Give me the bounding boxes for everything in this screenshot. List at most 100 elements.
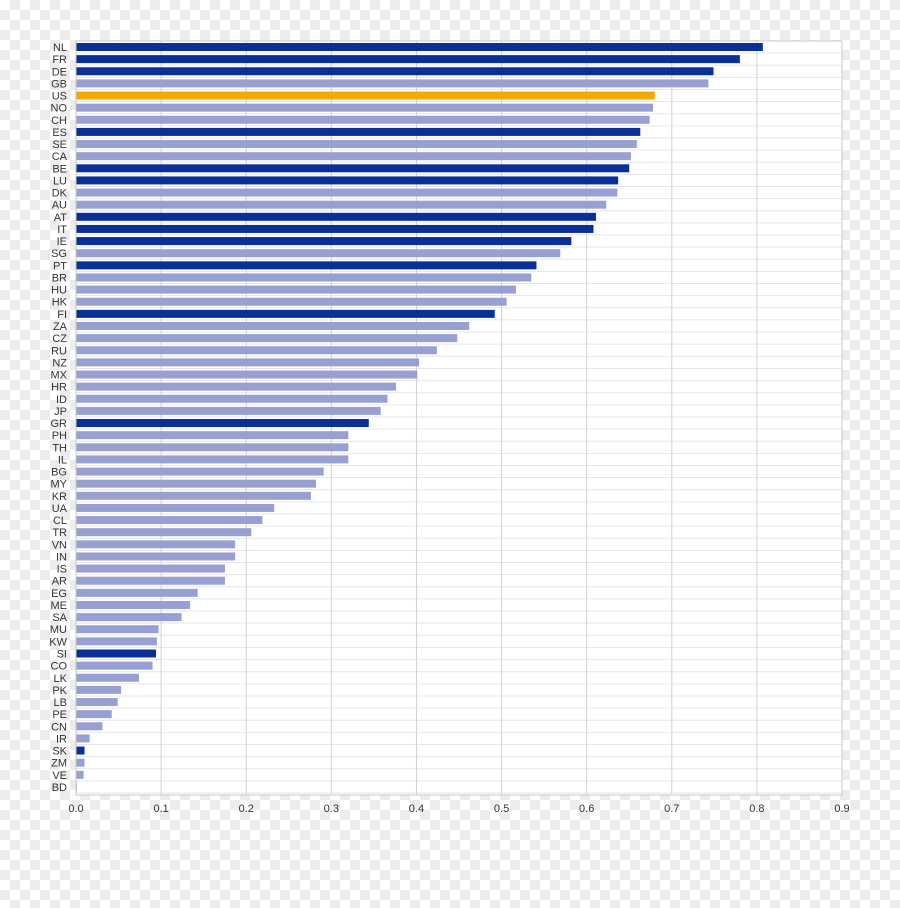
bar-nz: [76, 358, 419, 367]
category-label-tr: TR: [52, 527, 67, 539]
category-label-il: IL: [58, 454, 67, 466]
bar-es: [76, 127, 641, 136]
bar-lu: [76, 176, 619, 185]
x-tick-label: 0.3: [324, 803, 339, 815]
bar-pe: [76, 710, 112, 719]
bar-cz: [76, 334, 458, 343]
category-label-de: DE: [52, 66, 67, 78]
bar-ca: [76, 152, 631, 161]
bar-il: [76, 455, 349, 464]
category-label-sk: SK: [52, 746, 67, 758]
category-label-cn: CN: [51, 721, 67, 733]
bar-vn: [76, 540, 236, 549]
category-label-ru: RU: [51, 345, 67, 357]
bar-fi: [76, 309, 495, 318]
category-label-pe: PE: [52, 709, 67, 721]
bar-sg: [76, 249, 561, 258]
category-label-pk: PK: [52, 685, 67, 697]
bar-br: [76, 273, 532, 282]
category-label-lk: LK: [54, 673, 68, 685]
bar-de: [76, 67, 714, 76]
category-label-ca: CA: [52, 151, 68, 163]
bar-sk: [76, 746, 85, 755]
bar-my: [76, 479, 317, 488]
x-tick-label: 0.6: [579, 803, 594, 815]
bar-mu: [76, 625, 159, 634]
category-label-si: SI: [57, 649, 67, 661]
bar-eg: [76, 588, 198, 597]
category-labels: NLFRDEGBUSNOCHESSECABELUDKAUATITIESGPTBR…: [49, 42, 67, 794]
x-tick-label: 0.7: [664, 803, 679, 815]
category-label-fr: FR: [52, 54, 67, 66]
category-label-hr: HR: [51, 382, 67, 394]
category-label-dk: DK: [52, 188, 68, 200]
bar-lb: [76, 698, 118, 707]
bar-hr: [76, 382, 397, 391]
bar-tr: [76, 528, 252, 537]
bar-ar: [76, 576, 225, 585]
category-label-at: AT: [54, 212, 68, 224]
bar-me: [76, 600, 191, 609]
bar-hu: [76, 285, 517, 294]
bar-ch: [76, 115, 650, 124]
category-label-mx: MX: [51, 370, 68, 382]
bar-se: [76, 140, 637, 149]
bar-sa: [76, 613, 182, 622]
bar-mx: [76, 370, 418, 379]
x-tick-label: 0.4: [409, 803, 424, 815]
category-label-cz: CZ: [52, 333, 67, 345]
category-label-kw: KW: [49, 636, 67, 648]
category-label-id: ID: [56, 394, 67, 406]
category-label-es: ES: [52, 127, 67, 139]
category-label-lu: LU: [53, 175, 67, 187]
bar-gr: [76, 419, 369, 428]
bar-nl: [76, 43, 763, 51]
bar-kr: [76, 491, 311, 500]
category-label-fi: FI: [57, 309, 67, 321]
bar-za: [76, 321, 470, 330]
category-label-hk: HK: [52, 297, 68, 309]
bar-fr: [76, 55, 740, 64]
bar-be: [76, 164, 630, 173]
category-label-ie: IE: [57, 236, 67, 248]
category-label-ar: AR: [52, 576, 67, 588]
bar-cl: [76, 516, 263, 525]
bar-ie: [76, 237, 572, 246]
bar-at: [76, 212, 597, 221]
bar-lk: [76, 673, 139, 682]
bar-ua: [76, 503, 275, 512]
bar-us: [76, 91, 655, 100]
bar-ir: [76, 734, 90, 743]
category-label-ir: IR: [56, 733, 67, 745]
bar-th: [76, 443, 349, 452]
category-label-vn: VN: [52, 539, 67, 551]
plot-border: [75, 40, 843, 796]
bar-hk: [76, 297, 507, 306]
category-label-gb: GB: [51, 78, 67, 90]
category-label-bg: BG: [51, 467, 67, 479]
gridlines: [75, 40, 843, 795]
category-label-ch: CH: [51, 115, 67, 127]
bar-dk: [76, 188, 618, 197]
bar-ph: [76, 431, 349, 440]
category-label-me: ME: [51, 600, 68, 612]
category-label-is: IS: [57, 564, 67, 576]
bar-bg: [76, 467, 324, 476]
category-label-be: BE: [52, 163, 67, 175]
category-label-gr: GR: [51, 418, 68, 430]
category-label-it: IT: [57, 224, 67, 236]
category-label-cl: CL: [53, 515, 67, 527]
bar-ru: [76, 346, 437, 355]
category-label-mu: MU: [50, 624, 67, 636]
bar-si: [76, 649, 157, 658]
category-label-hu: HU: [51, 285, 67, 297]
category-label-sa: SA: [52, 612, 67, 624]
bar-pt: [76, 261, 537, 270]
category-label-za: ZA: [53, 321, 68, 333]
category-label-au: AU: [52, 200, 67, 212]
bar-is: [76, 564, 225, 573]
bar-in: [76, 552, 236, 561]
x-tick-label: 0.1: [153, 803, 168, 815]
